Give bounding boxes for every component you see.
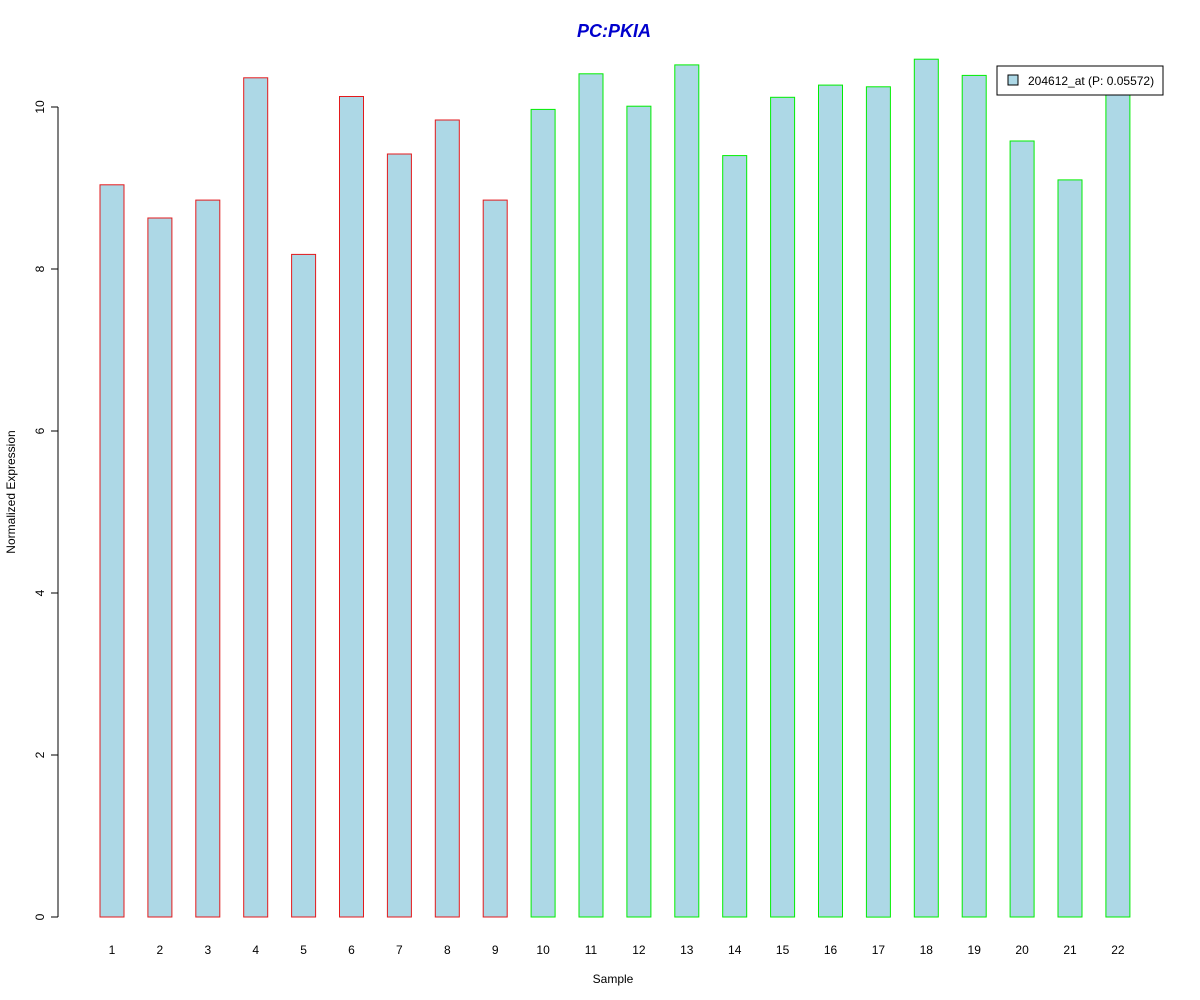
x-axis-tick-label: 2 [157, 943, 164, 957]
bar [530, 108, 556, 918]
legend: 204612_at (P: 0.05572) [996, 65, 1164, 96]
y-axis-tick-label: 6 [33, 427, 47, 434]
bar [339, 96, 364, 918]
bar [913, 58, 939, 918]
bar [722, 155, 748, 918]
bar [147, 217, 173, 918]
x-axis-tick-label: 1 [109, 943, 116, 957]
x-axis-tick-label: 9 [492, 943, 499, 957]
x-axis-tick-label: 4 [252, 943, 259, 957]
x-axis-tick-label: 7 [396, 943, 403, 957]
y-axis-tick-label: 2 [33, 751, 47, 758]
x-axis-tick-label: 11 [585, 943, 598, 957]
bar [291, 253, 317, 918]
x-axis-tick-label: 10 [536, 943, 550, 957]
bar [482, 199, 508, 918]
y-axis-tick-label: 4 [33, 589, 47, 596]
y-axis-tick-label: 0 [33, 913, 47, 920]
bar [386, 153, 412, 918]
legend-swatch [1007, 74, 1019, 86]
y-axis-label: Normalized Expression [4, 430, 18, 553]
x-axis-tick-label: 17 [872, 943, 886, 957]
x-axis-tick-label: 18 [920, 943, 934, 957]
y-axis-tick-label: 10 [33, 100, 47, 114]
x-axis-tick-labels: 1 2 3 4 5 6 7 8 9 10 11 12 13 14 15 16 17 18 19 20 21 22 [109, 943, 1125, 957]
bar [1009, 140, 1035, 918]
bar [99, 184, 125, 918]
bar [961, 74, 987, 918]
x-axis-tick-label: 14 [728, 943, 742, 957]
y-axis: 0 2 4 6 8 10 [33, 100, 59, 920]
x-axis-tick-label: 8 [444, 943, 451, 957]
x-axis-tick-label: 20 [1015, 943, 1029, 957]
bar [865, 86, 891, 918]
x-axis-tick-label: 13 [680, 943, 694, 957]
bar [243, 77, 269, 918]
x-axis-tick-label: 6 [348, 943, 355, 957]
x-axis-tick-label: 21 [1063, 943, 1077, 957]
bar-series [99, 58, 1131, 918]
x-axis-tick-label: 3 [204, 943, 211, 957]
bar [1105, 90, 1131, 918]
bar [818, 84, 843, 918]
bar [770, 96, 796, 918]
bar [434, 119, 460, 918]
bar [578, 73, 604, 918]
legend-label: 204612_at (P: 0.05572) [1028, 74, 1154, 88]
x-axis-tick-label: 16 [824, 943, 838, 957]
bar [195, 199, 221, 918]
bar [1057, 179, 1083, 918]
bar [674, 64, 700, 918]
bar [626, 105, 652, 918]
chart-title: PC:PKIA [577, 21, 651, 41]
x-axis-tick-label: 19 [968, 943, 982, 957]
y-axis-tick-label: 8 [33, 265, 47, 272]
legend-box [996, 65, 1164, 96]
x-axis-tick-label: 15 [776, 943, 790, 957]
x-axis-label: Sample [593, 972, 634, 986]
x-axis-tick-label: 22 [1111, 943, 1125, 957]
x-axis-tick-label: 12 [632, 943, 646, 957]
x-axis-tick-label: 5 [300, 943, 307, 957]
